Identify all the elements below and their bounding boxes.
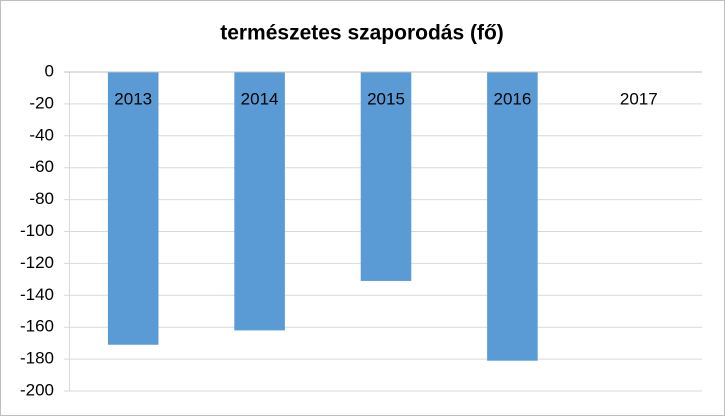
y-tick-label: -200	[20, 380, 54, 399]
y-tick-label: -140	[20, 285, 54, 304]
x-tick-label: 2015	[367, 89, 405, 108]
y-tick-label: -60	[29, 157, 54, 176]
y-tick-label: -160	[20, 317, 54, 336]
chart-title: természetes szaporodás (fő)	[220, 22, 504, 45]
y-tick-label: 0	[45, 61, 54, 80]
y-tick-label: -40	[29, 125, 54, 144]
x-tick-label: 2016	[493, 89, 531, 108]
bar	[107, 72, 159, 345]
y-tick-label: -20	[29, 93, 54, 112]
bar	[234, 72, 285, 331]
y-tick-label: -100	[20, 221, 54, 240]
x-tick-label: 2014	[241, 89, 279, 108]
bar	[487, 72, 538, 361]
y-tick-label: -180	[20, 349, 54, 368]
x-tick-label: 2013	[114, 89, 152, 108]
x-tick-label: 2017	[620, 89, 658, 108]
y-tick-label: -80	[29, 189, 54, 208]
bar	[360, 72, 412, 281]
y-tick-label: -120	[20, 253, 54, 272]
